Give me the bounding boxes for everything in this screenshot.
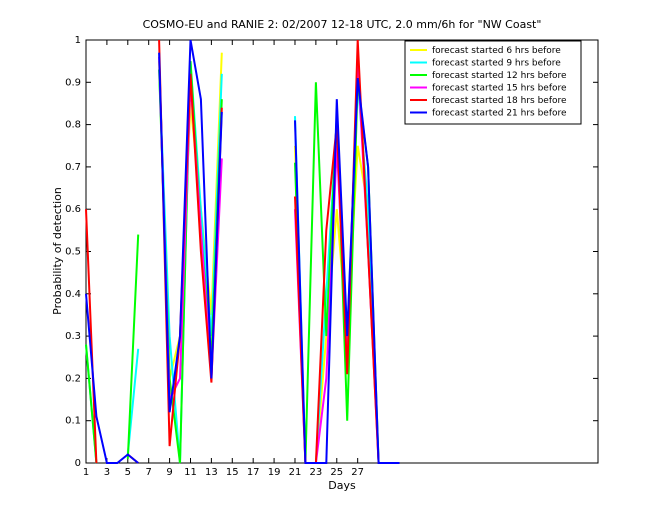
y-tick-label: 0.4 [65, 289, 81, 300]
y-tick-label: 0.3 [65, 331, 81, 342]
x-tick-label: 15 [226, 467, 239, 478]
x-tick-label: 13 [205, 467, 218, 478]
y-tick-label: 0 [75, 458, 81, 469]
x-axis-label: Days [328, 479, 356, 492]
x-tick-label: 27 [351, 467, 364, 478]
legend-label: forecast started 12 hrs before [432, 71, 567, 81]
y-tick-label: 0.7 [65, 162, 81, 173]
y-tick-label: 1 [75, 35, 81, 46]
legend-label: forecast started 6 hrs before [432, 46, 561, 56]
legend-label: forecast started 21 hrs before [432, 109, 567, 119]
x-tick-label: 17 [247, 467, 260, 478]
y-tick-label: 0.5 [65, 247, 81, 258]
y-tick-label: 0.6 [65, 204, 81, 215]
legend-label: forecast started 15 hrs before [432, 84, 567, 94]
x-tick-label: 1 [83, 467, 89, 478]
x-tick-label: 3 [104, 467, 110, 478]
legend-label: forecast started 9 hrs before [432, 59, 561, 69]
legend-box [404, 40, 582, 125]
y-axis-label: Probability of detection [51, 187, 64, 315]
series-line [85, 39, 400, 464]
x-tick-label: 7 [146, 467, 152, 478]
x-tick-label: 11 [184, 467, 197, 478]
y-tick-label: 0.8 [65, 120, 81, 131]
x-tick-label: 21 [289, 467, 302, 478]
x-tick-label: 25 [330, 467, 343, 478]
series-line [85, 61, 400, 464]
x-tick-label: 9 [166, 467, 172, 478]
y-tick-label: 0.9 [65, 77, 81, 88]
chart-title: COSMO-EU and RANIE 2: 02/2007 12-18 UTC,… [143, 18, 542, 31]
legend-label: forecast started 18 hrs before [432, 96, 567, 106]
x-tick-label: 5 [125, 467, 131, 478]
y-tick-label: 0.2 [65, 373, 81, 384]
x-tick-label: 23 [310, 467, 323, 478]
y-tick-label: 0.1 [65, 416, 81, 427]
x-tick-label: 19 [268, 467, 281, 478]
